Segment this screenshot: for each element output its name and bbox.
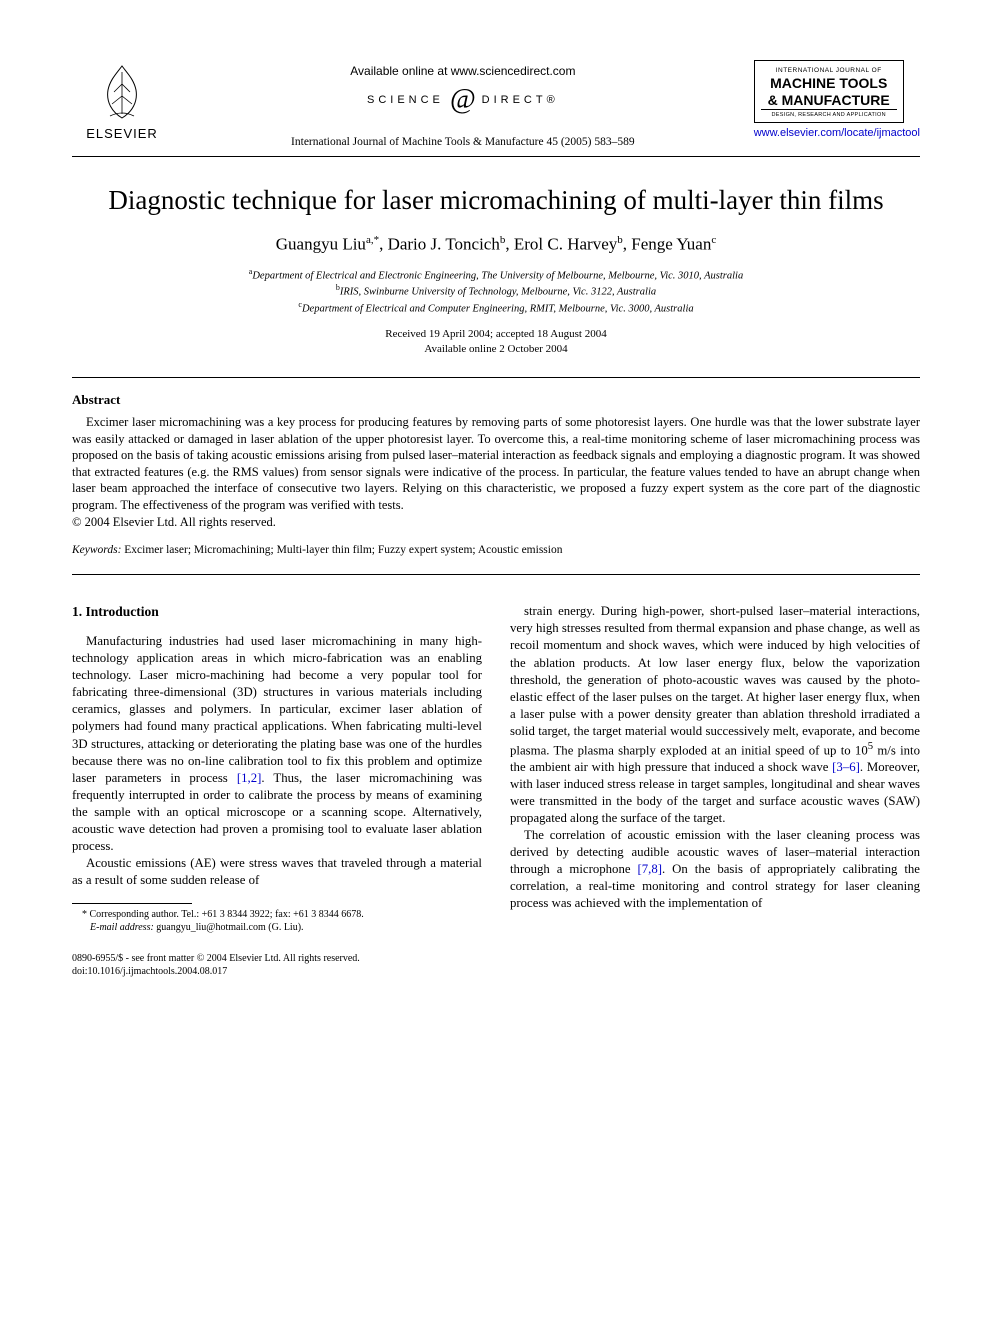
email-footnote: E-mail address: guangyu_liu@hotmail.com … xyxy=(72,921,482,934)
header-rule xyxy=(72,156,920,157)
header-center: Available online at www.sciencedirect.co… xyxy=(172,60,754,148)
available-online-text: Available online at www.sciencedirect.co… xyxy=(172,64,754,78)
intro-para-2: Acoustic emissions (AE) were stress wave… xyxy=(72,855,482,889)
corresponding-author-footnote: * Corresponding author. Tel.: +61 3 8344… xyxy=(72,908,482,921)
body-columns: 1. Introduction Manufacturing industries… xyxy=(72,603,920,977)
affiliation-a: aDepartment of Electrical and Electronic… xyxy=(72,267,920,284)
abstract-copyright: © 2004 Elsevier Ltd. All rights reserved… xyxy=(72,515,920,530)
journal-homepage-link[interactable]: www.elsevier.com/locate/ijmactool xyxy=(754,127,920,139)
pre-abstract-rule xyxy=(72,377,920,378)
intro-p1-a: Manufacturing industries had used laser … xyxy=(72,634,482,784)
keywords-label: Keywords: xyxy=(72,544,121,556)
keywords-line: Keywords: Excimer laser; Micromachining;… xyxy=(72,544,920,556)
ref-link-3-6[interactable]: [3–6] xyxy=(832,760,860,774)
journal-box-subtitle: DESIGN, RESEARCH AND APPLICATION xyxy=(761,109,897,118)
intro-para-4: The correlation of acoustic emission wit… xyxy=(510,827,920,912)
author-list: Guangyu Liua,*, Dario J. Toncichb, Erol … xyxy=(72,234,920,255)
abstract-text: Excimer laser micromachining was a key p… xyxy=(72,414,920,513)
footnote-rule xyxy=(72,903,192,904)
sd-right: DIRECT® xyxy=(482,94,559,106)
author-4: Fenge Yuan xyxy=(631,235,711,254)
journal-box-title2: & MANUFACTURE xyxy=(761,93,897,108)
post-abstract-rule xyxy=(72,574,920,575)
sd-swirl-icon: @ xyxy=(450,84,476,116)
author-4-affil: c xyxy=(711,234,716,246)
author-2: Dario J. Toncich xyxy=(388,235,500,254)
received-date: Received 19 April 2004; accepted 18 Augu… xyxy=(72,327,920,342)
author-1-affil: a,* xyxy=(366,234,379,246)
section-1-heading: 1. Introduction xyxy=(72,603,482,621)
affiliations: aDepartment of Electrical and Electronic… xyxy=(72,267,920,317)
publisher-logo-block: ELSEVIER xyxy=(72,60,172,141)
author-3: Erol C. Harvey xyxy=(514,235,617,254)
ref-link-7-8[interactable]: [7,8] xyxy=(637,862,662,876)
email-label: E-mail address: xyxy=(90,922,154,933)
column-right: strain energy. During high-power, short-… xyxy=(510,603,920,977)
intro-para-3: strain energy. During high-power, short-… xyxy=(510,603,920,826)
publisher-name: ELSEVIER xyxy=(86,126,158,141)
sd-left: SCIENCE xyxy=(367,94,444,106)
article-title: Diagnostic technique for laser micromach… xyxy=(72,185,920,216)
journal-cover-box: INTERNATIONAL JOURNAL OF MACHINE TOOLS &… xyxy=(754,60,904,123)
affiliation-b: bIRIS, Swinburne University of Technolog… xyxy=(72,283,920,300)
keywords-text: Excimer laser; Micromachining; Multi-lay… xyxy=(121,544,562,556)
author-1: Guangyu Liu xyxy=(276,235,366,254)
page-header: ELSEVIER Available online at www.science… xyxy=(72,60,920,148)
journal-box-intl: INTERNATIONAL JOURNAL OF xyxy=(761,67,897,74)
journal-box-wrapper: INTERNATIONAL JOURNAL OF MACHINE TOOLS &… xyxy=(754,60,920,139)
affiliation-a-text: Department of Electrical and Electronic … xyxy=(252,270,743,281)
doi-line: doi:10.1016/j.ijmachtools.2004.08.017 xyxy=(72,965,482,978)
article-dates: Received 19 April 2004; accepted 18 Augu… xyxy=(72,327,920,358)
author-2-affil: b xyxy=(500,234,506,246)
journal-box-title1: MACHINE TOOLS xyxy=(761,76,897,91)
email-address: guangyu_liu@hotmail.com (G. Liu). xyxy=(154,922,304,933)
affiliation-c: cDepartment of Electrical and Computer E… xyxy=(72,300,920,317)
intro-para-1: Manufacturing industries had used laser … xyxy=(72,633,482,854)
online-date: Available online 2 October 2004 xyxy=(72,342,920,357)
journal-reference: International Journal of Machine Tools &… xyxy=(172,136,754,148)
front-matter-meta: 0890-6955/$ - see front matter © 2004 El… xyxy=(72,952,482,978)
ref-link-1-2[interactable]: [1,2] xyxy=(237,771,262,785)
intro-p3-a: strain energy. During high-power, short-… xyxy=(510,604,920,756)
author-3-affil: b xyxy=(617,234,623,246)
column-left: 1. Introduction Manufacturing industries… xyxy=(72,603,482,977)
affiliation-b-text: IRIS, Swinburne University of Technology… xyxy=(340,287,656,298)
elsevier-tree-icon xyxy=(90,60,154,124)
affiliation-c-text: Department of Electrical and Computer En… xyxy=(302,304,694,315)
sciencedirect-logo: SCIENCE @ DIRECT® xyxy=(367,84,559,116)
abstract-heading: Abstract xyxy=(72,392,920,408)
issn-line: 0890-6955/$ - see front matter © 2004 El… xyxy=(72,952,482,965)
